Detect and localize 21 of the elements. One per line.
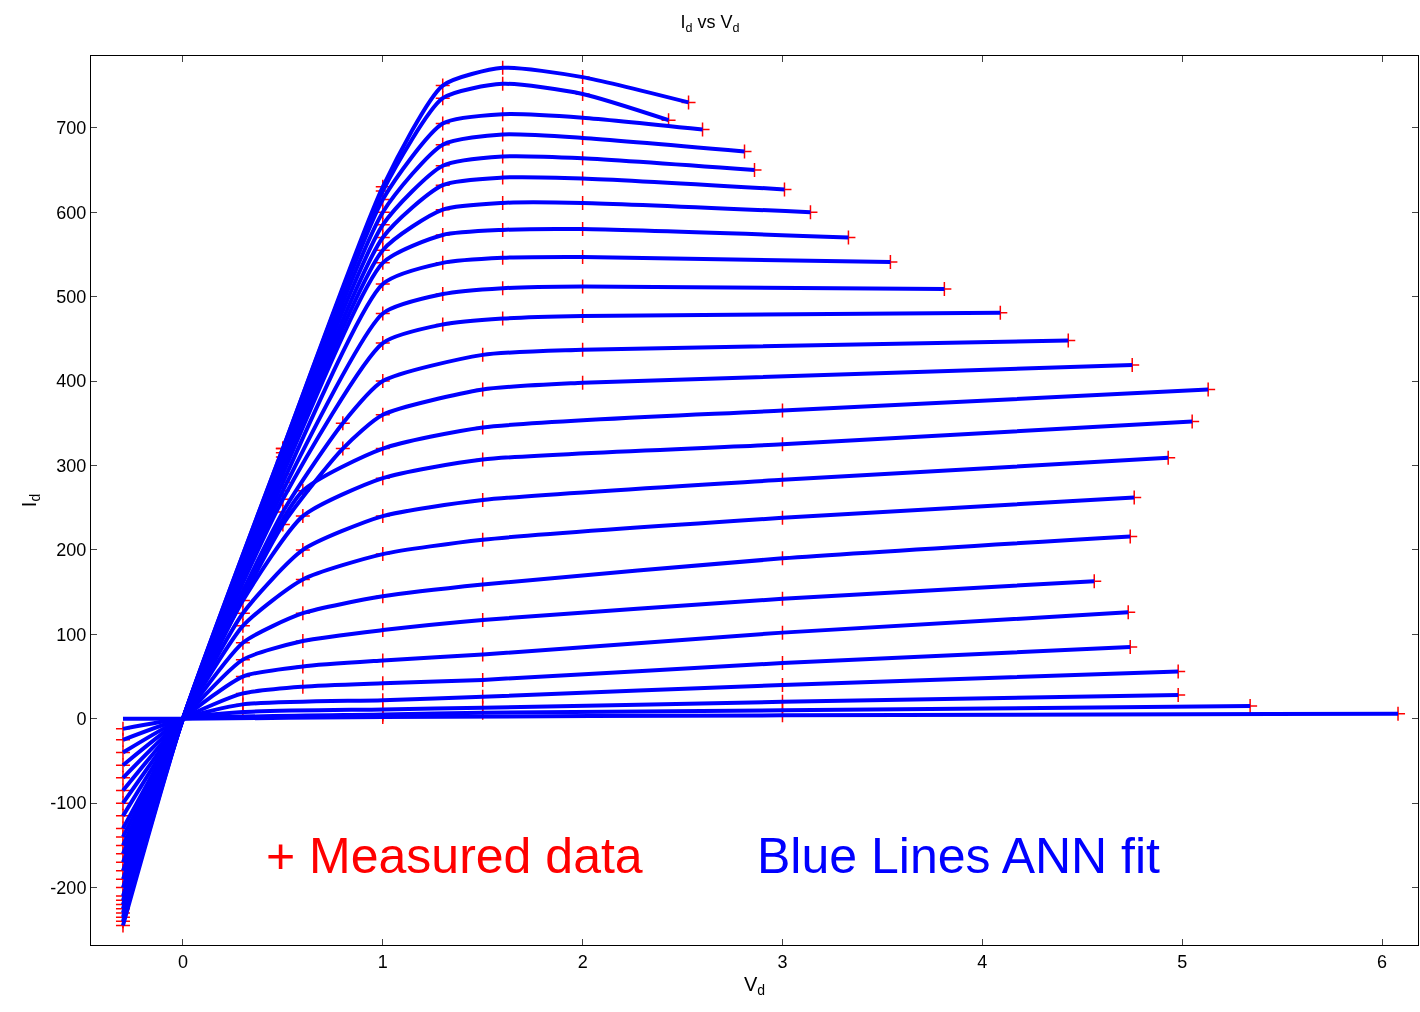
x-tick-label: 0 — [177, 951, 188, 972]
y-tick-label: 100 — [56, 624, 87, 645]
y-tick-label: 500 — [56, 286, 87, 307]
y-tick-label: 0 — [76, 709, 87, 730]
annotation: + Measured data — [266, 828, 643, 884]
y-tick-label: 400 — [56, 371, 87, 392]
x-tick-label: 1 — [377, 951, 388, 972]
y-tick-label: 200 — [56, 540, 87, 561]
y-tick-label: 300 — [56, 455, 87, 476]
x-tick-label: 5 — [1177, 951, 1188, 972]
y-tick-label: -100 — [50, 793, 87, 814]
chart-title: I$_{d}$ vs V$_{d}$ — [680, 11, 740, 35]
y-tick-label: 600 — [56, 202, 87, 223]
x-axis-title: V$_{d}$ — [743, 973, 766, 999]
y-tick-label: -200 — [50, 877, 87, 898]
x-tick-label: 3 — [777, 951, 788, 972]
annotation: Blue Lines ANN fit — [757, 828, 1161, 884]
x-tick-label: 4 — [977, 951, 988, 972]
x-tick-label: 6 — [1377, 951, 1388, 972]
y-tick-label: 700 — [56, 118, 87, 139]
x-tick-label: 2 — [577, 951, 588, 972]
